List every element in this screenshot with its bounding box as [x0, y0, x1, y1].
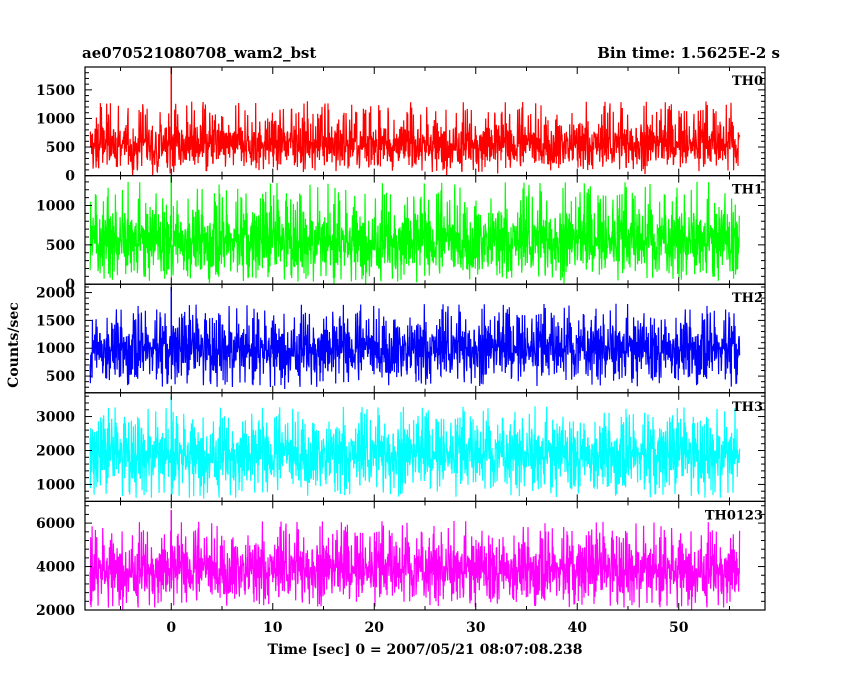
y-tick-label: 0 [65, 277, 75, 293]
panels-group: 0 500 1000 1500 TH0 0 500 1000 TH1 500 1000 1500 200… [36, 66, 766, 619]
y-tick-label: 1000 [36, 477, 75, 493]
y-tick-label: 3000 [36, 410, 75, 426]
x-axis-label: Time [sec] 0 = 2007/05/21 08:07:08.238 [268, 642, 583, 658]
panel-th2: 500 1000 1500 2000 TH2 [36, 283, 766, 394]
trace-th0123 [89, 520, 741, 611]
trace-th0 [89, 101, 741, 176]
y-tick-label: 1000 [36, 111, 75, 127]
trace-th2 [89, 303, 741, 390]
panel-th0123: 2000 4000 6000 TH0123 [36, 500, 766, 619]
x-tick-label: 0 [166, 620, 176, 636]
panel-label-th2: TH2 [732, 291, 763, 306]
y-tick-label: 2000 [36, 286, 75, 302]
y-tick-label: 6000 [36, 516, 75, 532]
y-tick-label: 1500 [36, 83, 75, 99]
trace-th3 [89, 406, 741, 499]
trace-th1 [89, 181, 740, 285]
x-tick-labels: 0 10 20 30 40 50 [166, 620, 688, 636]
x-tick-label: 50 [669, 620, 689, 636]
y-tick-label: 1000 [36, 341, 75, 357]
x-tick-label: 20 [365, 620, 385, 636]
y-tick-label: 500 [46, 369, 75, 385]
y-tick-label: 2000 [36, 603, 75, 619]
panel-label-th0123: TH0123 [705, 508, 763, 523]
y-tick-label: 4000 [36, 560, 75, 576]
x-tick-label: 40 [567, 620, 587, 636]
y-tick-label: 2000 [36, 443, 75, 459]
panel-label-th3: TH3 [732, 400, 763, 415]
panel-label-th1: TH1 [732, 183, 763, 198]
panel-label-th0: TH0 [732, 74, 763, 89]
x-tick-label: 10 [263, 620, 283, 636]
panel-th3: 1000 2000 3000 TH3 [36, 392, 766, 502]
panel-th1: 0 500 1000 TH1 [36, 175, 766, 293]
chart-title: ae070521080708_wam2_bst [82, 44, 316, 62]
y-tick-label: 1000 [36, 199, 75, 215]
panel-th0: 0 500 1000 1500 TH0 [36, 66, 766, 185]
y-tick-label: 0 [65, 169, 75, 185]
y-axis-label: Counts/sec [6, 302, 22, 388]
y-tick-label: 500 [46, 238, 75, 254]
x-tick-label: 30 [466, 620, 486, 636]
y-tick-label: 1500 [36, 313, 75, 329]
y-tick-label: 500 [46, 140, 75, 156]
bin-time-label: Bin time: 1.5625E-2 s [597, 44, 780, 62]
